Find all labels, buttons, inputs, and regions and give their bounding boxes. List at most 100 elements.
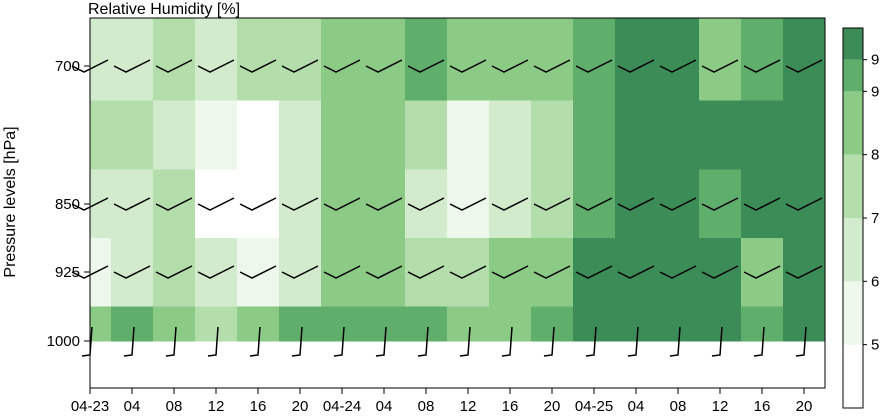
x-tick-label: 08 <box>670 398 687 415</box>
heatmap-cell <box>363 169 406 239</box>
wind-barb <box>165 326 177 357</box>
wind-barb <box>155 197 193 211</box>
x-tick-label: 08 <box>166 398 183 415</box>
heatmap-cell <box>237 306 280 342</box>
heatmap-cell <box>783 18 826 101</box>
heatmap-cell <box>279 169 322 239</box>
x-tick-label: 20 <box>292 398 309 415</box>
heatmap-cell <box>405 169 448 239</box>
heatmap-cell <box>489 306 532 342</box>
heatmap-cell <box>237 18 280 101</box>
wind-barb <box>239 59 277 73</box>
colorbar-band <box>843 154 863 218</box>
wind-barb <box>491 265 529 279</box>
colorbar-tick-label: 95 <box>871 52 880 69</box>
x-tick-label: 12 <box>712 398 729 415</box>
wind-barb <box>785 59 823 73</box>
colorbar-band <box>843 28 863 60</box>
wind-barb <box>753 326 765 357</box>
wind-barb <box>491 197 529 211</box>
heatmap-cell <box>657 100 700 170</box>
wind-barb <box>459 326 471 357</box>
heatmap-cell <box>573 238 616 307</box>
wind-barb <box>239 265 277 279</box>
heatmap-cell <box>573 100 616 170</box>
wind-barb <box>365 265 403 279</box>
wind-barb <box>701 59 739 73</box>
wind-barb <box>407 265 445 279</box>
colorbar-tick-label: 50 <box>871 337 880 354</box>
wind-barb <box>785 197 823 211</box>
wind-barb <box>659 265 697 279</box>
wind-barb <box>197 59 235 73</box>
heatmap-cell <box>111 238 154 307</box>
wind-barb <box>659 197 697 211</box>
wind-barb <box>417 326 429 357</box>
colorbar-band <box>843 281 863 345</box>
heatmap-cell <box>363 238 406 307</box>
heatmap-cell <box>321 238 364 307</box>
heatmap-cell <box>279 238 322 307</box>
wind-barb <box>669 326 681 357</box>
wind-barb <box>617 59 655 73</box>
heatmap-cell <box>363 306 406 342</box>
wind-barb <box>281 59 319 73</box>
wind-barb <box>71 197 109 211</box>
wind-barb <box>239 197 277 211</box>
heatmap-cell <box>153 169 196 239</box>
wind-barb <box>365 197 403 211</box>
wind-barb <box>155 59 193 73</box>
wind-barb <box>449 197 487 211</box>
colorbar-tick-label: 60 <box>871 273 880 290</box>
wind-barb <box>533 197 571 211</box>
heatmap-cell <box>111 100 154 170</box>
heatmap-cell <box>741 238 784 307</box>
wind-barb <box>533 59 571 73</box>
heatmap-cell <box>657 306 700 342</box>
wind-barb <box>617 197 655 211</box>
heatmap-cell <box>153 100 196 170</box>
heatmap-cell <box>657 18 700 101</box>
wind-barb <box>795 326 807 357</box>
wind-barb <box>407 197 445 211</box>
heatmap-cell <box>90 18 112 101</box>
wind-barb <box>785 265 823 279</box>
wind-barb <box>375 326 387 357</box>
heatmap-cell <box>783 169 826 239</box>
heatmap-cell <box>321 18 364 101</box>
heatmap-cell <box>699 238 742 307</box>
heatmap-cell <box>111 169 154 239</box>
x-tick-label: 12 <box>208 398 225 415</box>
wind-barb <box>701 197 739 211</box>
heatmap-cell <box>90 169 112 239</box>
heatmap-cell <box>90 100 112 170</box>
heatmap-cell <box>195 306 238 342</box>
y-axis-label: Pressure levels [hPa] <box>2 126 19 277</box>
heatmap-cell <box>573 169 616 239</box>
wind-barb <box>281 197 319 211</box>
heatmap-cell <box>237 100 280 170</box>
wind-barb <box>659 59 697 73</box>
x-axis: 04-23 04 08 12 16 20 04-24 04 08 12 16 20 04-25 04 08 1… <box>71 388 812 415</box>
heatmap-cell <box>531 238 574 307</box>
heatmap-cell <box>489 18 532 101</box>
wind-barb <box>501 326 513 357</box>
heatmap-cell <box>405 238 448 307</box>
colorbar-tick-label: 90 <box>871 83 880 100</box>
heatmap-cell <box>741 100 784 170</box>
heatmap-cell <box>657 238 700 307</box>
heatmap-cell <box>573 18 616 101</box>
heatmap-cell <box>447 100 490 170</box>
heatmap-cell <box>363 100 406 170</box>
heatmap-cell <box>531 169 574 239</box>
heatmap-cell <box>699 100 742 170</box>
heatmap-cell <box>321 169 364 239</box>
heatmap-cell <box>531 18 574 101</box>
heatmap-cell <box>405 18 448 101</box>
wind-barb <box>207 326 219 357</box>
colorbar-band <box>843 344 863 408</box>
heatmap-cell <box>741 169 784 239</box>
wind-barb <box>743 265 781 279</box>
wind-barb <box>701 265 739 279</box>
